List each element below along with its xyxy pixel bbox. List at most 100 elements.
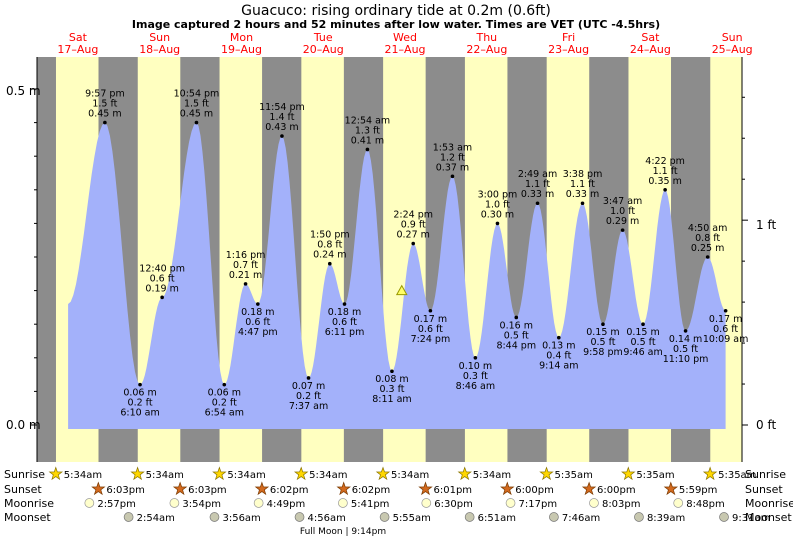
moonset-time: 3:56am <box>222 513 260 524</box>
tide-extreme-dot <box>683 329 688 333</box>
tide-extreme-label: 1.5 ft <box>92 99 117 110</box>
moonset-time: 4:56am <box>308 513 346 524</box>
tide-extreme-label: 0.19 m <box>145 283 178 294</box>
moonset-icon <box>209 512 220 522</box>
moonrise-icon <box>84 498 95 508</box>
tide-extreme-label: 0.6 ft <box>150 273 175 284</box>
sunset-time: 5:59pm <box>679 485 718 496</box>
sunrise-label-right: Sunrise <box>745 468 786 481</box>
tide-extreme-label: 10:54 pm <box>174 89 220 100</box>
tide-extreme-label: 7:24 pm <box>411 334 451 345</box>
tide-extreme-label: 4:50 am <box>688 223 727 234</box>
tide-extreme-dot <box>620 228 625 232</box>
sunset-time: 6:02pm <box>270 485 309 496</box>
sunrise-time: 5:35am <box>718 470 756 481</box>
tide-extreme-label: 1.5 ft <box>184 99 209 110</box>
tide-extreme-label: 0.07 m <box>292 381 325 392</box>
astronomy-rows: Sunrise Sunset Moonrise Moonset Sunrise … <box>4 468 793 537</box>
axes: 0.5 m 0.0 m 1 ft 0 ft <box>6 84 776 432</box>
tide-extreme-label: 3:00 pm <box>478 189 518 200</box>
tide-extreme-label: 0.41 m <box>351 135 384 146</box>
tide-extreme-dot <box>411 241 416 246</box>
tide-extreme-label: 0.06 m <box>208 388 241 399</box>
sunrise-icon <box>457 466 472 481</box>
tide-extreme-dot <box>138 382 142 387</box>
tide-extreme-label: 11:54 pm <box>259 102 305 113</box>
sunrise-icon <box>130 466 145 481</box>
moonrise-time: 8:03pm <box>602 499 641 510</box>
day-date: 18–Aug <box>139 43 180 56</box>
sunset-icon <box>172 481 188 496</box>
tide-extreme-dot <box>535 201 540 206</box>
current-tide-marker <box>395 284 408 296</box>
tide-extreme-label: 0.6 ft <box>245 317 270 328</box>
sunrise-icon <box>48 466 64 481</box>
moonrise-time: 2:57pm <box>97 499 136 510</box>
moonrise-icon <box>253 498 264 508</box>
tide-extreme-label: 0.08 m <box>375 374 408 385</box>
moonset-icon <box>464 512 475 522</box>
tide-extreme-label: 9:58 pm <box>583 347 623 358</box>
tide-extreme-label: 0.5 ft <box>504 330 529 341</box>
tide-extreme-label: 11:10 pm <box>663 354 709 365</box>
sunrise-icon <box>702 466 718 481</box>
sunset-time: 6:01pm <box>433 485 472 496</box>
moonrise-time: 8:48pm <box>686 499 725 510</box>
tide-extreme-label: 0.6 ft <box>713 324 738 335</box>
tide-extreme-dot <box>641 322 645 327</box>
astronomy-events: 5:34am 5:34am 5:34am 5:34am 5:34am 5:34am 5:35… <box>48 466 770 524</box>
day-date: 24–Aug <box>630 43 671 56</box>
tide-extreme-dot <box>556 335 561 340</box>
tide-extreme-label: 4:47 pm <box>238 327 278 338</box>
tide-extreme-label: 0.35 m <box>648 176 681 187</box>
day-name: Mon <box>230 31 253 44</box>
tide-extreme-label: 1.3 ft <box>355 125 380 136</box>
tide-extreme-dot <box>450 174 455 179</box>
tide-extreme-label: 0.7 ft <box>233 260 258 271</box>
tide-extreme-label: 12:54 am <box>345 115 390 126</box>
sunrise-time: 5:35am <box>636 470 674 481</box>
tide-extreme-label: 6:54 am <box>205 408 244 419</box>
tide-extreme-label: 0.3 ft <box>379 384 404 395</box>
tide-extreme-label: 0.17 m <box>709 314 742 325</box>
tide-extreme-label: 0.33 m <box>521 189 554 200</box>
moonrise-time: 3:54pm <box>182 499 221 510</box>
tide-extreme-label: 0.18 m <box>328 307 361 318</box>
day-date: 25–Aug <box>712 43 753 56</box>
tide-extreme-dot <box>327 261 332 266</box>
tide-extreme-label: 0.5 ft <box>631 337 656 348</box>
tide-extreme-label: 0.10 m <box>459 361 492 372</box>
sunset-icon <box>91 481 106 496</box>
tide-extreme-label: 0.16 m <box>500 320 533 331</box>
tide-labels: 9:57 pm1.5 ft0.45 m0.06 m0.2 ft6:10 am12… <box>85 89 748 419</box>
sunset-icon <box>254 481 270 496</box>
day-date: 21–Aug <box>385 43 426 56</box>
sunrise-time: 5:35am <box>555 470 593 481</box>
moonset-time: 8:39am <box>647 513 685 524</box>
tide-extreme-dot <box>222 382 227 387</box>
tide-extreme-dot <box>473 356 478 360</box>
tide-extreme-label: 1.1 ft <box>525 179 550 190</box>
tide-extreme-dot <box>495 221 500 226</box>
sunset-label-right: Sunset <box>745 483 783 496</box>
tide-extreme-label: 0.15 m <box>626 327 659 338</box>
right-axis-bottom-label: 0 ft <box>756 418 776 432</box>
tide-extreme-label: 1.1 ft <box>653 166 678 177</box>
tide-extreme-label: 8:11 am <box>372 394 411 405</box>
moonset-time: 6:51am <box>478 513 516 524</box>
day-date: 17–Aug <box>57 43 98 56</box>
day-name: Fri <box>562 31 575 44</box>
moonrise-time: 5:41pm <box>351 499 390 510</box>
moonset-time: 5:55am <box>393 513 431 524</box>
tide-extreme-dot <box>390 369 394 374</box>
left-axis-bottom-label: 0.0 m <box>6 418 41 432</box>
tide-extreme-label: 0.33 m <box>566 189 599 200</box>
sunset-icon <box>500 481 515 496</box>
sunrise-icon <box>212 466 227 481</box>
tide-extreme-dot <box>280 134 284 138</box>
moonset-icon <box>294 512 305 522</box>
moonrise-time: 7:17pm <box>519 499 558 510</box>
tide-extreme-label: 0.45 m <box>88 109 121 120</box>
tide-extreme-label: 0.24 m <box>313 250 346 261</box>
